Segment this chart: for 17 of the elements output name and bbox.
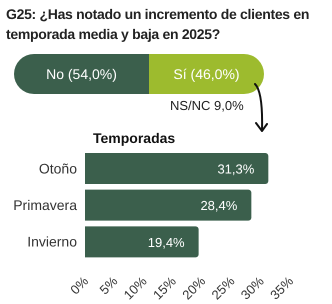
x-tick-label: 15% [150,273,180,303]
text: NS/NC 9,0% [170,98,244,113]
y-tick-label: Otoño [38,160,78,176]
data-label: No (54,0%) [46,66,117,82]
x-tick-label: 0% [67,273,92,298]
data-label: Sí (46,0%) [173,66,240,82]
x-tick-label: 35% [267,273,296,303]
x-tick-label: 10% [120,273,150,303]
data-label: 28,4% [200,198,238,214]
chart-title: G25: ¿Has notado un incremento de clientes en temporada media y baja en 2025? [6,5,310,44]
x-tick-label: 30% [238,273,268,303]
y-tick-label: Invierno [27,234,78,250]
y-tick-label: Primavera [13,196,78,213]
data-label: 19,4% [148,234,186,250]
data-label: 31,3% [217,162,255,176]
chart-title: Temporadas [93,130,176,146]
x-tick-label: 5% [96,273,121,298]
